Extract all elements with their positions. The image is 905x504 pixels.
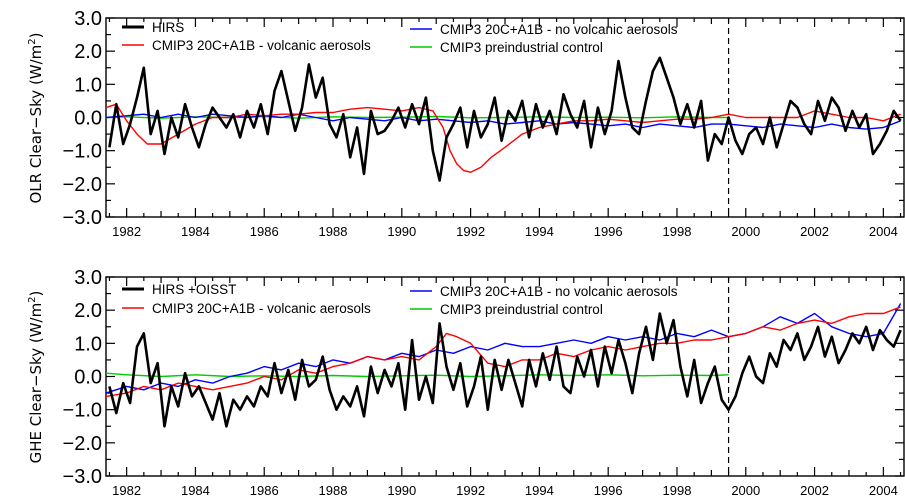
x-tick-label: 1988 — [319, 224, 348, 239]
x-tick-label: 1986 — [250, 483, 279, 498]
x-tick-label: 2000 — [731, 224, 760, 239]
y-tick-label: 0.0 — [74, 108, 102, 130]
y-axis-label-superscript: 2 — [27, 296, 38, 302]
y-tick-label: −1.0 — [63, 141, 102, 163]
y-tick-label: −2.0 — [63, 433, 102, 455]
y-tick-label: 2.0 — [74, 300, 102, 322]
x-tick-label: 1996 — [594, 483, 623, 498]
y-axis-label-superscript: 2 — [27, 38, 38, 44]
legend-label: CMIP3 20C+A1B - volcanic aerosols — [152, 38, 371, 53]
x-tick-label: 2002 — [800, 483, 829, 498]
y-axis-label: GHE Clear−Sky (W/m2) — [27, 291, 45, 464]
y-tick-label: 1.0 — [74, 74, 102, 96]
y-axis-label-main: OLR Clear−Sky (W/m — [27, 45, 45, 204]
legend-label: CMIP3 preindustrial control — [440, 302, 603, 317]
x-tick-label: 1988 — [319, 483, 348, 498]
x-tick-label: 1984 — [181, 483, 210, 498]
x-tick-label: 1994 — [525, 483, 554, 498]
x-tick-label: 1982 — [112, 483, 141, 498]
series-line-volcanic — [105, 103, 901, 173]
x-tick-label: 1982 — [112, 224, 141, 239]
olr-panel: 3.0 2.0 1.0 0.0 −1.0 −2.0 −3.0 1982 1984 1986 1988… — [27, 8, 905, 239]
x-tick-label: 1986 — [250, 224, 279, 239]
y-tick-label: 3.0 — [74, 8, 102, 30]
y-axis-label-close: ) — [27, 32, 45, 38]
y-tick-label: −1.0 — [63, 400, 102, 422]
y-tick-label: 2.0 — [74, 41, 102, 63]
series-line-observed — [108, 56, 902, 182]
x-tick-label: 2004 — [869, 483, 898, 498]
y-tick-label: −2.0 — [63, 174, 102, 196]
y-tick-label: −3.0 — [63, 466, 102, 488]
y-tick-label: 1.0 — [74, 333, 102, 355]
y-tick-label: 0.0 — [74, 367, 102, 389]
y-axis-label-close: ) — [27, 291, 45, 297]
x-tick-label: 2000 — [731, 483, 760, 498]
x-tick-label: 1984 — [181, 224, 210, 239]
x-tick-label: 1990 — [387, 224, 416, 239]
y-tick-label: 3.0 — [74, 267, 102, 289]
legend-label: CMIP3 preindustrial control — [440, 40, 603, 55]
x-tick-label: 1992 — [456, 483, 485, 498]
series-line-observed — [108, 312, 902, 428]
legend-label: CMIP3 20C+A1B - volcanic aerosols — [152, 301, 371, 316]
x-tick-label: 1992 — [456, 224, 485, 239]
x-tick-label: 2004 — [869, 224, 898, 239]
ghe-panel: 3.0 2.0 1.0 0.0 −1.0 −2.0 −3.0 1982 1984 1986 1988… — [27, 267, 905, 498]
x-tick-label: 1998 — [663, 224, 692, 239]
series-line-control — [105, 372, 729, 378]
x-tick-label: 2002 — [800, 224, 829, 239]
x-tick-label: 1990 — [387, 483, 416, 498]
x-tick-label: 1998 — [663, 483, 692, 498]
y-tick-label: −3.0 — [63, 207, 102, 229]
y-axis-label: OLR Clear−Sky (W/m2) — [27, 32, 45, 203]
legend-label: CMIP3 20C+A1B - no volcanic aerosols — [440, 22, 678, 37]
series-line-no-volcanic — [105, 303, 902, 394]
legend-label: CMIP3 20C+A1B - no volcanic aerosols — [440, 284, 678, 299]
legend-label: HIRS — [152, 20, 184, 35]
y-axis-label-main: GHE Clear−Sky (W/m — [27, 303, 45, 464]
x-tick-label: 1994 — [525, 224, 554, 239]
x-tick-label: 1996 — [594, 224, 623, 239]
legend-label: HIRS +OISST — [152, 282, 236, 297]
